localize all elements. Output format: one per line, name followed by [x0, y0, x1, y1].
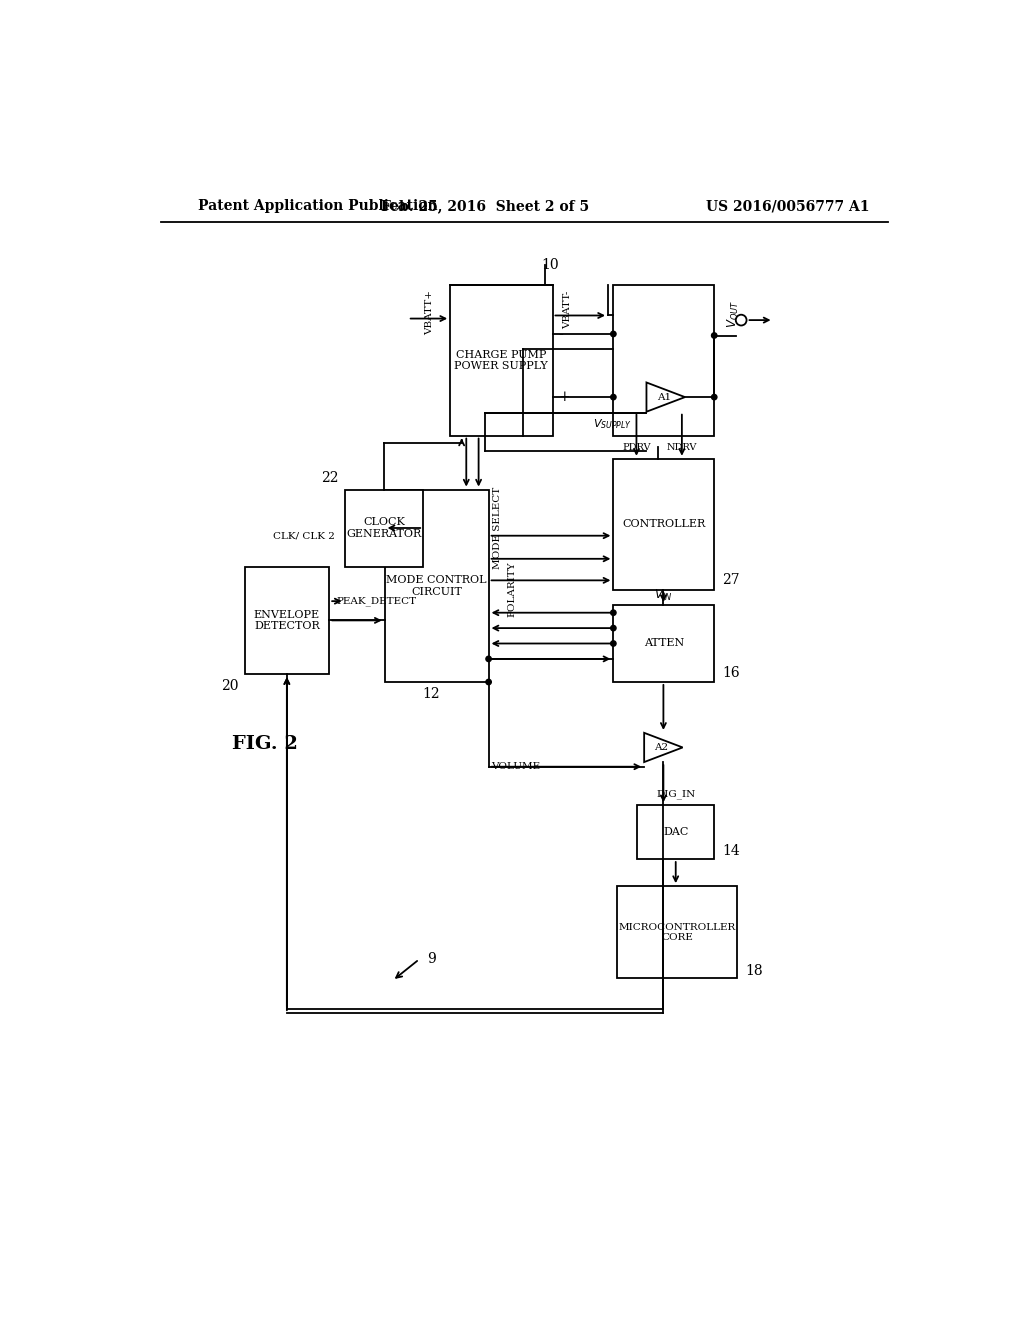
Text: CHARGE PUMP
POWER SUPPLY: CHARGE PUMP POWER SUPPLY — [455, 350, 548, 371]
Text: Patent Application Publication: Patent Application Publication — [199, 199, 438, 213]
Text: 22: 22 — [321, 471, 339, 484]
Text: 20: 20 — [221, 678, 239, 693]
Text: $V_{IN}$: $V_{IN}$ — [654, 587, 673, 602]
Text: NDRV: NDRV — [667, 442, 697, 451]
Text: A1: A1 — [656, 392, 671, 401]
Text: 12: 12 — [422, 686, 439, 701]
Text: MODE SELECT: MODE SELECT — [493, 487, 502, 569]
Bar — [451, 285, 553, 436]
Text: A2: A2 — [654, 743, 669, 752]
Text: CLK/ CLK 2: CLK/ CLK 2 — [272, 531, 335, 540]
Bar — [613, 285, 714, 436]
Text: Feb. 25, 2016  Sheet 2 of 5: Feb. 25, 2016 Sheet 2 of 5 — [381, 199, 589, 213]
Text: POLARITY: POLARITY — [507, 562, 516, 618]
Text: -: - — [559, 329, 563, 342]
Text: VOLUME: VOLUME — [490, 762, 540, 771]
Polygon shape — [644, 733, 683, 762]
Text: $V_{SUPPLY}$: $V_{SUPPLY}$ — [593, 417, 632, 430]
Text: 9: 9 — [427, 952, 436, 966]
Text: +: + — [559, 391, 570, 404]
Text: 10: 10 — [542, 257, 559, 272]
Bar — [613, 459, 714, 590]
Bar — [345, 490, 423, 566]
Text: ATTEN: ATTEN — [644, 639, 684, 648]
Circle shape — [486, 656, 492, 661]
Text: VBATT-: VBATT- — [562, 290, 571, 329]
Text: MODE CONTROL
CIRCUIT: MODE CONTROL CIRCUIT — [386, 576, 486, 597]
Circle shape — [712, 395, 717, 400]
Bar — [385, 490, 488, 682]
Text: 14: 14 — [722, 845, 739, 858]
Circle shape — [610, 640, 616, 647]
Circle shape — [712, 333, 717, 338]
Text: MICROCONTROLLER
CORE: MICROCONTROLLER CORE — [618, 923, 736, 942]
Text: DIG_IN: DIG_IN — [656, 789, 695, 800]
Circle shape — [610, 626, 616, 631]
Text: FIG. 2: FIG. 2 — [232, 735, 298, 752]
Bar — [613, 605, 714, 682]
Bar — [245, 566, 330, 675]
Text: ENVELOPE
DETECTOR: ENVELOPE DETECTOR — [254, 610, 319, 631]
Bar — [617, 886, 737, 978]
Text: CONTROLLER: CONTROLLER — [623, 519, 706, 529]
Circle shape — [486, 680, 492, 685]
Text: PDRV: PDRV — [623, 442, 650, 451]
Text: VBATT+: VBATT+ — [425, 290, 434, 335]
Circle shape — [610, 395, 616, 400]
Text: DAC: DAC — [663, 828, 688, 837]
Text: 27: 27 — [722, 573, 739, 587]
Text: 16: 16 — [722, 665, 739, 680]
Circle shape — [610, 610, 616, 615]
Text: PEAK_DETECT: PEAK_DETECT — [336, 597, 417, 606]
Circle shape — [610, 331, 616, 337]
Text: US 2016/0056777 A1: US 2016/0056777 A1 — [707, 199, 869, 213]
Bar — [637, 805, 714, 859]
Text: CLOCK
GENERATOR: CLOCK GENERATOR — [346, 517, 422, 539]
Text: 18: 18 — [745, 964, 763, 978]
Text: $V_{OUT}$: $V_{OUT}$ — [726, 300, 741, 327]
Polygon shape — [646, 383, 685, 412]
